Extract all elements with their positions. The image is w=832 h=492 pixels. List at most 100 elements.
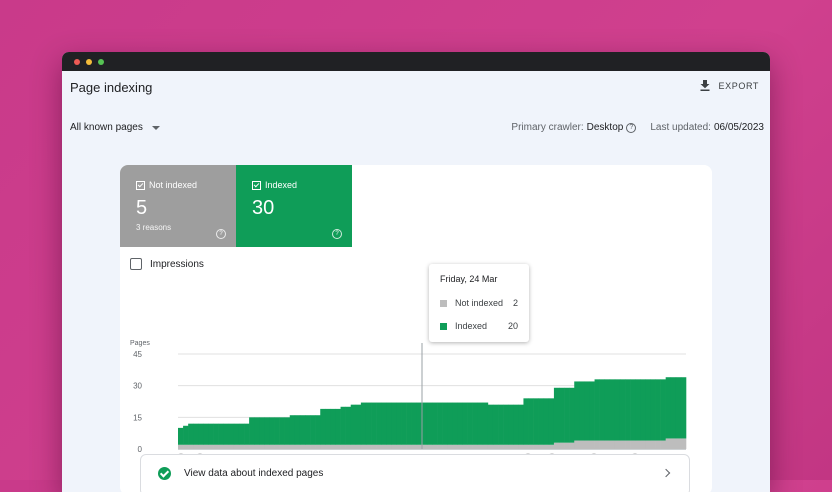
bar-not-indexed	[579, 440, 585, 449]
bar-indexed	[193, 423, 199, 445]
bar-not-indexed	[365, 444, 372, 449]
bar-not-indexed	[269, 444, 275, 449]
legend-swatch-indexed	[440, 322, 447, 330]
bar-indexed	[289, 415, 296, 445]
bar-indexed	[548, 398, 555, 445]
bar-not-indexed	[594, 440, 600, 449]
bar-indexed	[416, 402, 423, 445]
bar-not-indexed	[178, 444, 184, 449]
impressions-toggle[interactable]: Impressions	[130, 258, 204, 270]
checkbox-checked-icon	[136, 180, 145, 190]
bar-indexed	[391, 402, 397, 445]
y-tick-label: 0	[138, 445, 143, 454]
bar-not-indexed	[645, 440, 651, 449]
bar-not-indexed	[279, 444, 285, 449]
maximize-window-dot[interactable]	[98, 58, 104, 65]
bar-not-indexed	[655, 440, 661, 449]
bar-not-indexed	[345, 444, 352, 449]
bar-indexed	[462, 402, 468, 445]
bar-not-indexed	[238, 444, 245, 449]
download-icon	[700, 80, 710, 91]
bar-not-indexed	[635, 440, 641, 449]
bar-not-indexed	[599, 440, 606, 449]
chevron-right-icon	[661, 468, 671, 478]
bar-not-indexed	[528, 444, 534, 449]
indexed-label: Indexed	[265, 180, 298, 190]
help-icon[interactable]: ?	[332, 229, 342, 239]
bar-not-indexed	[299, 444, 306, 449]
bar-indexed	[381, 402, 387, 445]
minimize-window-dot[interactable]	[86, 58, 92, 65]
help-icon[interactable]: ?	[216, 229, 226, 239]
bar-not-indexed	[284, 444, 291, 449]
export-label: EXPORT	[718, 80, 759, 91]
bar-indexed	[635, 379, 641, 441]
bar-not-indexed	[355, 444, 362, 449]
bar-not-indexed	[289, 444, 296, 449]
bar-not-indexed	[574, 440, 580, 449]
not-indexed-tile[interactable]: Not indexed 5 3 reasons ?	[120, 165, 236, 247]
bar-not-indexed	[589, 440, 595, 449]
tooltip-indexed-value: 20	[507, 321, 518, 331]
close-window-dot[interactable]	[74, 58, 80, 65]
bar-not-indexed	[386, 444, 392, 449]
bar-indexed	[442, 402, 448, 445]
tooltip-not-indexed-label: Not indexed	[455, 298, 504, 308]
bar-not-indexed	[203, 444, 209, 449]
bar-indexed	[457, 402, 463, 445]
y-tick-label: 45	[133, 350, 142, 359]
pages-filter-dropdown[interactable]: All known pages	[70, 122, 160, 133]
bar-indexed	[599, 379, 606, 441]
bar-indexed	[508, 404, 514, 445]
y-axis-title: Pages	[130, 340, 150, 347]
bar-not-indexed	[233, 444, 240, 449]
bar-not-indexed	[543, 444, 550, 449]
bar-not-indexed	[310, 444, 316, 449]
bar-not-indexed	[340, 444, 346, 449]
bar-indexed	[360, 402, 367, 445]
bar-indexed	[574, 381, 580, 441]
check-circle-icon	[158, 467, 171, 480]
bar-not-indexed	[188, 444, 194, 449]
bar-not-indexed	[254, 444, 260, 449]
bar-not-indexed	[249, 444, 255, 449]
bar-not-indexed	[604, 440, 611, 449]
bar-not-indexed	[680, 438, 687, 449]
bar-indexed	[183, 425, 189, 445]
bar-not-indexed	[406, 444, 412, 449]
bar-indexed	[335, 408, 341, 445]
export-button[interactable]: EXPORT	[700, 80, 759, 91]
bar-indexed	[218, 423, 225, 445]
impressions-label: Impressions	[150, 258, 204, 270]
bar-indexed	[203, 423, 209, 445]
bar-indexed	[503, 404, 509, 445]
bar-indexed	[670, 377, 677, 439]
bar-indexed	[244, 423, 250, 445]
bar-indexed	[421, 402, 428, 445]
bar-not-indexed	[508, 444, 514, 449]
bar-indexed	[396, 402, 402, 445]
crawler-meta: Primary crawler: Desktop ? Last updated:…	[511, 122, 764, 133]
bar-indexed	[533, 398, 539, 445]
bar-not-indexed	[640, 440, 646, 449]
view-indexed-pages-link[interactable]: View data about indexed pages	[140, 454, 690, 492]
help-icon[interactable]: ?	[626, 122, 637, 133]
tooltip-row-indexed: Indexed 20	[440, 321, 518, 331]
bar-not-indexed	[330, 444, 336, 449]
bar-indexed	[660, 379, 666, 441]
bar-indexed	[350, 404, 357, 445]
not-indexed-count: 5	[136, 197, 148, 219]
bar-indexed	[452, 402, 458, 445]
bar-not-indexed	[244, 444, 250, 449]
indexed-tile[interactable]: Indexed 30 ?	[236, 165, 352, 247]
filter-selected-value: All known pages	[70, 122, 143, 133]
tooltip-row-not-indexed: Not indexed 2	[440, 298, 518, 308]
bar-not-indexed	[442, 444, 448, 449]
bar-not-indexed	[487, 444, 494, 449]
bar-indexed	[492, 404, 499, 445]
bar-not-indexed	[538, 444, 545, 449]
bar-indexed	[584, 381, 590, 441]
tooltip-not-indexed-value: 2	[512, 298, 518, 308]
crawler-label: Primary crawler:	[511, 122, 584, 133]
bar-indexed	[650, 379, 656, 441]
